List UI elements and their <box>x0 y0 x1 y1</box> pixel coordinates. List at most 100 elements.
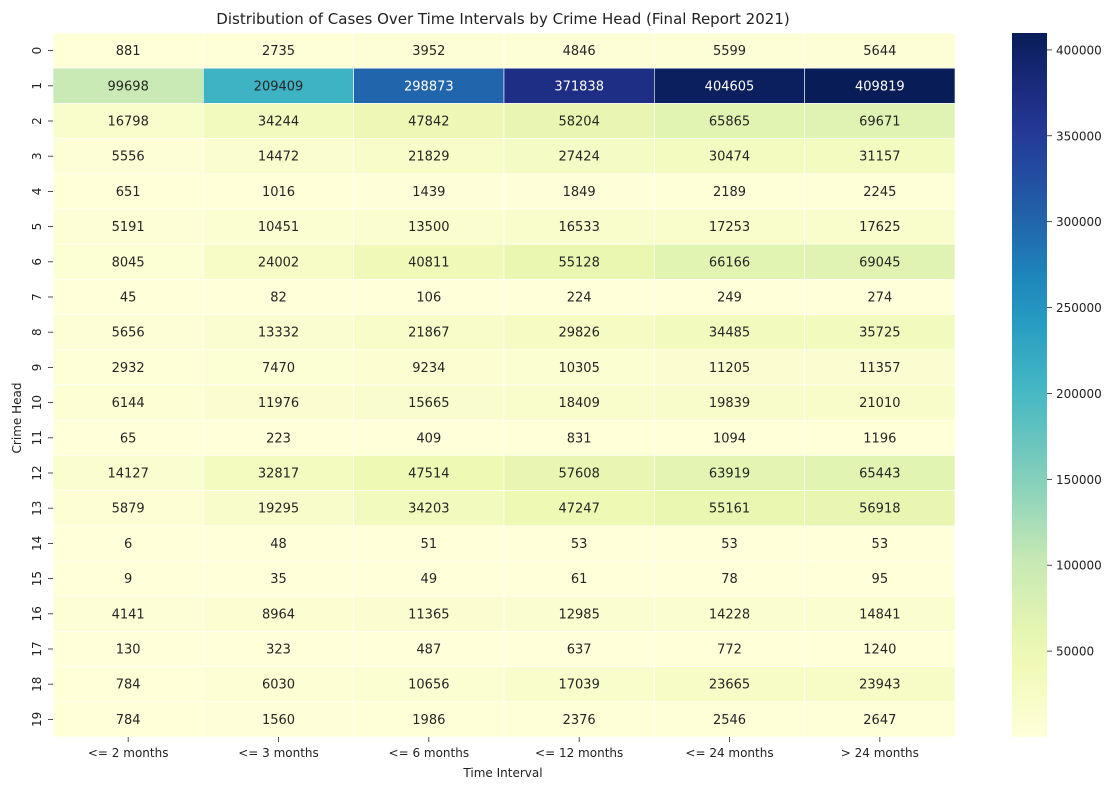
heatmap-cell <box>503 701 655 738</box>
heatmap-cell <box>203 314 354 351</box>
cell-value-label: 12985 <box>558 607 599 622</box>
heatmap-cell <box>52 701 204 738</box>
colorbar-tick-label: 100000 <box>1056 559 1102 573</box>
heatmap-cell <box>353 349 505 386</box>
cell-value-label: 21010 <box>859 396 900 411</box>
cell-value-label: 4141 <box>112 607 145 622</box>
cell-value-label: 5879 <box>112 502 145 517</box>
colorbar-gradient <box>1012 33 1047 737</box>
x-tick-label: <= 6 months <box>389 746 470 760</box>
cell-value-label: 55128 <box>558 255 599 270</box>
heatmap-cell <box>52 384 204 421</box>
y-tick-label: 11 <box>30 430 44 445</box>
cell-value-label: 58204 <box>558 115 599 130</box>
cell-value-label: 1196 <box>863 431 896 446</box>
heatmap-cell <box>503 32 655 69</box>
heatmap-cell <box>52 138 204 175</box>
heatmap-cell <box>804 419 956 456</box>
heatmap-cell <box>52 243 204 280</box>
heatmap-cell <box>804 279 956 315</box>
x-tick-label: <= 24 months <box>685 746 773 760</box>
heatmap-cell <box>804 631 956 667</box>
cell-value-label: 19839 <box>709 396 750 411</box>
cell-value-label: 16798 <box>107 115 148 130</box>
cell-value-label: 55161 <box>709 502 750 517</box>
cell-value-label: 53 <box>872 537 889 552</box>
heatmap-cell <box>203 138 354 175</box>
heatmap-cell <box>353 314 505 351</box>
heatmap-cell <box>654 32 805 69</box>
colorbar-tick-label: 200000 <box>1056 387 1102 401</box>
heatmap-cell <box>804 490 956 527</box>
heatmap-cell <box>804 32 956 69</box>
cell-value-label: 5599 <box>713 44 746 59</box>
heatmap-cell <box>804 666 956 703</box>
cell-value-label: 772 <box>717 643 742 658</box>
heatmap-cell <box>654 314 805 351</box>
heatmap-cell <box>654 173 805 210</box>
cell-value-label: 95 <box>872 572 889 587</box>
cell-value-label: 6030 <box>262 678 295 693</box>
heatmap-cell <box>353 525 505 562</box>
cell-value-label: 47247 <box>558 502 599 517</box>
heatmap-cell <box>654 490 805 527</box>
cell-value-label: 17625 <box>859 220 900 235</box>
heatmap-cell <box>503 419 655 456</box>
heatmap-cell <box>203 595 354 632</box>
cell-value-label: 651 <box>116 185 141 200</box>
colorbar: 50000 100000 150000 200000 250000 300000 35000… <box>1012 33 1102 737</box>
cell-value-label: 14841 <box>859 607 900 622</box>
heatmap-cell <box>503 384 655 421</box>
heatmap-cell <box>52 490 204 527</box>
cell-value-label: 6 <box>124 537 132 552</box>
cell-value-label: 2735 <box>262 44 295 59</box>
cell-value-label: 10305 <box>558 361 599 376</box>
heatmap-cell <box>52 455 204 491</box>
heatmap-cell <box>203 455 354 491</box>
heatmap-cell <box>804 525 956 562</box>
cell-value-label: 23943 <box>859 678 900 693</box>
cell-value-label: 69671 <box>859 115 900 130</box>
cell-value-label: 106 <box>416 291 441 306</box>
x-axis-label: Time Interval <box>462 766 542 780</box>
heatmap-cell <box>353 666 505 703</box>
heatmap-cell <box>52 525 204 562</box>
cell-value-label: 274 <box>867 291 892 306</box>
cell-value-label: 66166 <box>709 255 750 270</box>
cell-value-label: 11976 <box>258 396 299 411</box>
heatmap-cell <box>503 455 655 491</box>
cell-value-label: 10451 <box>258 220 299 235</box>
y-tick-label: 17 <box>30 641 44 656</box>
cell-value-label: 784 <box>116 678 141 693</box>
cell-value-label: 7470 <box>262 361 295 376</box>
heatmap-cell <box>353 173 505 210</box>
heatmap-cell <box>503 490 655 527</box>
heatmap-cell <box>804 701 956 738</box>
cell-value-label: 11365 <box>408 607 449 622</box>
cell-value-label: 30474 <box>709 150 750 165</box>
cell-value-label: 2546 <box>713 713 746 728</box>
cell-value-label: 18409 <box>558 396 599 411</box>
heatmap-cell <box>804 67 956 104</box>
heatmap-cell <box>654 455 805 491</box>
cell-value-label: 15665 <box>408 396 449 411</box>
cell-value-label: 2245 <box>863 185 896 200</box>
cell-value-label: 14228 <box>709 607 750 622</box>
cell-value-label: 249 <box>717 291 742 306</box>
heatmap-cell <box>503 560 655 597</box>
heatmap-cell <box>804 103 956 139</box>
y-tick-label: 14 <box>30 536 44 551</box>
heatmap-cell <box>52 173 204 210</box>
cell-value-label: 1094 <box>713 431 746 446</box>
cell-value-label: 3952 <box>412 44 445 59</box>
cell-value-label: 1986 <box>412 713 445 728</box>
heatmap-cell <box>203 349 354 386</box>
heatmap-cell <box>52 595 204 632</box>
cell-value-label: 40811 <box>408 255 449 270</box>
y-tick-label: 5 <box>30 223 44 231</box>
cell-value-label: 8964 <box>262 607 295 622</box>
y-tick-label: 12 <box>30 465 44 480</box>
heatmap-cell <box>52 631 204 667</box>
cell-value-label: 9 <box>124 572 132 587</box>
